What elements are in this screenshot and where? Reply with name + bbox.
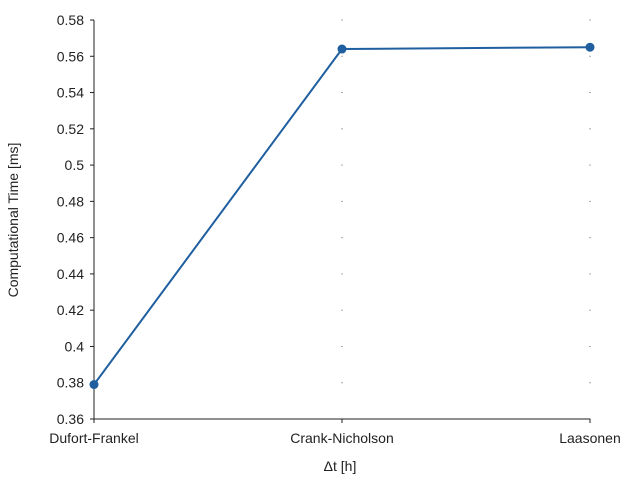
grid-dot [341,164,343,166]
y-axis-title: Computational Time [ms] [5,143,21,298]
y-tick-label: 0.4 [65,338,85,354]
data-point [89,380,99,390]
x-axis-ticks: Dufort-Frankel Crank-Nicholson Laasonen [49,419,621,446]
grid-dot [341,273,343,275]
grid-dot [341,19,343,21]
grid-dot [589,382,591,384]
grid-dot [589,164,591,166]
y-tick-label: 0.42 [57,302,84,318]
x-tick-label: Crank-Nicholson [290,430,393,446]
grid-dot [589,345,591,347]
grid-dot [589,92,591,94]
grid-dot [589,55,591,57]
y-axis-ticks: 0.36 0.38 0.4 0.42 0.44 0.46 0.48 0.5 0.52 0.54 0.… [57,12,94,427]
grid-dot [341,55,343,57]
y-tick-label: 0.56 [57,48,84,64]
y-tick-label: 0.48 [57,193,84,209]
grid-dot [341,345,343,347]
grid-dot [341,200,343,202]
grid-dot [589,309,591,311]
y-tick-label: 0.46 [57,230,84,246]
x-tick-label: Dufort-Frankel [49,430,138,446]
grid-dot [589,237,591,239]
grid-dot [341,309,343,311]
y-tick-label: 0.58 [57,12,84,28]
grid-dot [589,273,591,275]
data-point [585,42,595,52]
x-axis-title: Δt [h] [324,458,357,474]
series-layer [89,42,595,390]
grid-dot [341,92,343,94]
y-tick-label: 0.44 [57,266,84,282]
data-point [337,44,347,54]
grid-dot [589,128,591,130]
y-tick-label: 0.38 [57,375,84,391]
grid-dot [589,200,591,202]
grid-dots [341,19,591,420]
grid-dot [341,128,343,130]
y-tick-label: 0.36 [57,411,84,427]
series-line [93,46,591,386]
grid-dot [341,382,343,384]
grid-dot [341,237,343,239]
y-tick-label: 0.52 [57,121,84,137]
y-tick-label: 0.54 [57,85,84,101]
y-tick-label: 0.5 [65,157,85,173]
x-tick-label: Laasonen [559,430,621,446]
grid-dot [589,19,591,21]
